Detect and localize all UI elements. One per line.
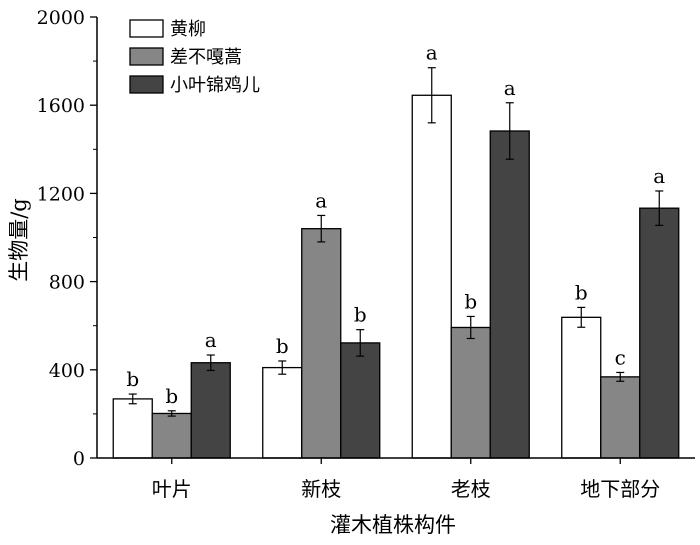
x-tick-label: 地下部分 [580,477,660,501]
x-tick-label: 叶片 [152,477,192,501]
significance-label: a [315,188,327,212]
legend-swatch [129,75,164,94]
bar [190,362,231,459]
bar [151,412,192,459]
x-tick-label: 老枝 [451,477,491,501]
y-tick-label: 0 [73,448,85,470]
bar [561,316,602,459]
legend-swatch [129,47,164,66]
significance-label: a [653,164,665,188]
bar [450,326,491,459]
significance-label: c [615,345,626,369]
y-tick-label: 400 [49,360,85,382]
bar [262,366,303,459]
bars-layer: b b a b a b a b a b c a [112,41,680,459]
x-tick-label: 新枝 [301,477,341,501]
legend-swatch [129,19,164,38]
significance-label: a [426,41,438,65]
bar [301,228,342,459]
bar [600,376,641,459]
significance-label: b [165,384,178,408]
bar [340,342,381,459]
y-tick-label: 1200 [37,183,85,205]
axes-layer: 叶片 新枝 老枝 地下部分 0 400 800 1200 1600 2000 [37,7,695,501]
bar [411,94,452,459]
bar [112,398,153,459]
bar [639,207,680,459]
significance-label: b [276,334,289,358]
significance-label: b [126,367,139,391]
y-tick-label: 2000 [37,7,85,29]
x-axis-title: 灌木植株构件 [330,513,456,537]
significance-label: a [205,328,217,352]
legend-label: 差不嘎蒿 [170,47,242,68]
y-tick-label: 800 [49,272,85,294]
significance-label: b [464,289,477,313]
significance-label: b [354,303,367,327]
y-axis-title: 生物量/g [7,198,31,282]
significance-label: a [504,76,516,100]
legend-label: 小叶锦鸡儿 [170,75,260,96]
y-tick-label: 1600 [37,95,85,117]
bar [489,130,530,459]
legend-label: 黄柳 [170,19,206,40]
significance-label: b [575,280,588,304]
